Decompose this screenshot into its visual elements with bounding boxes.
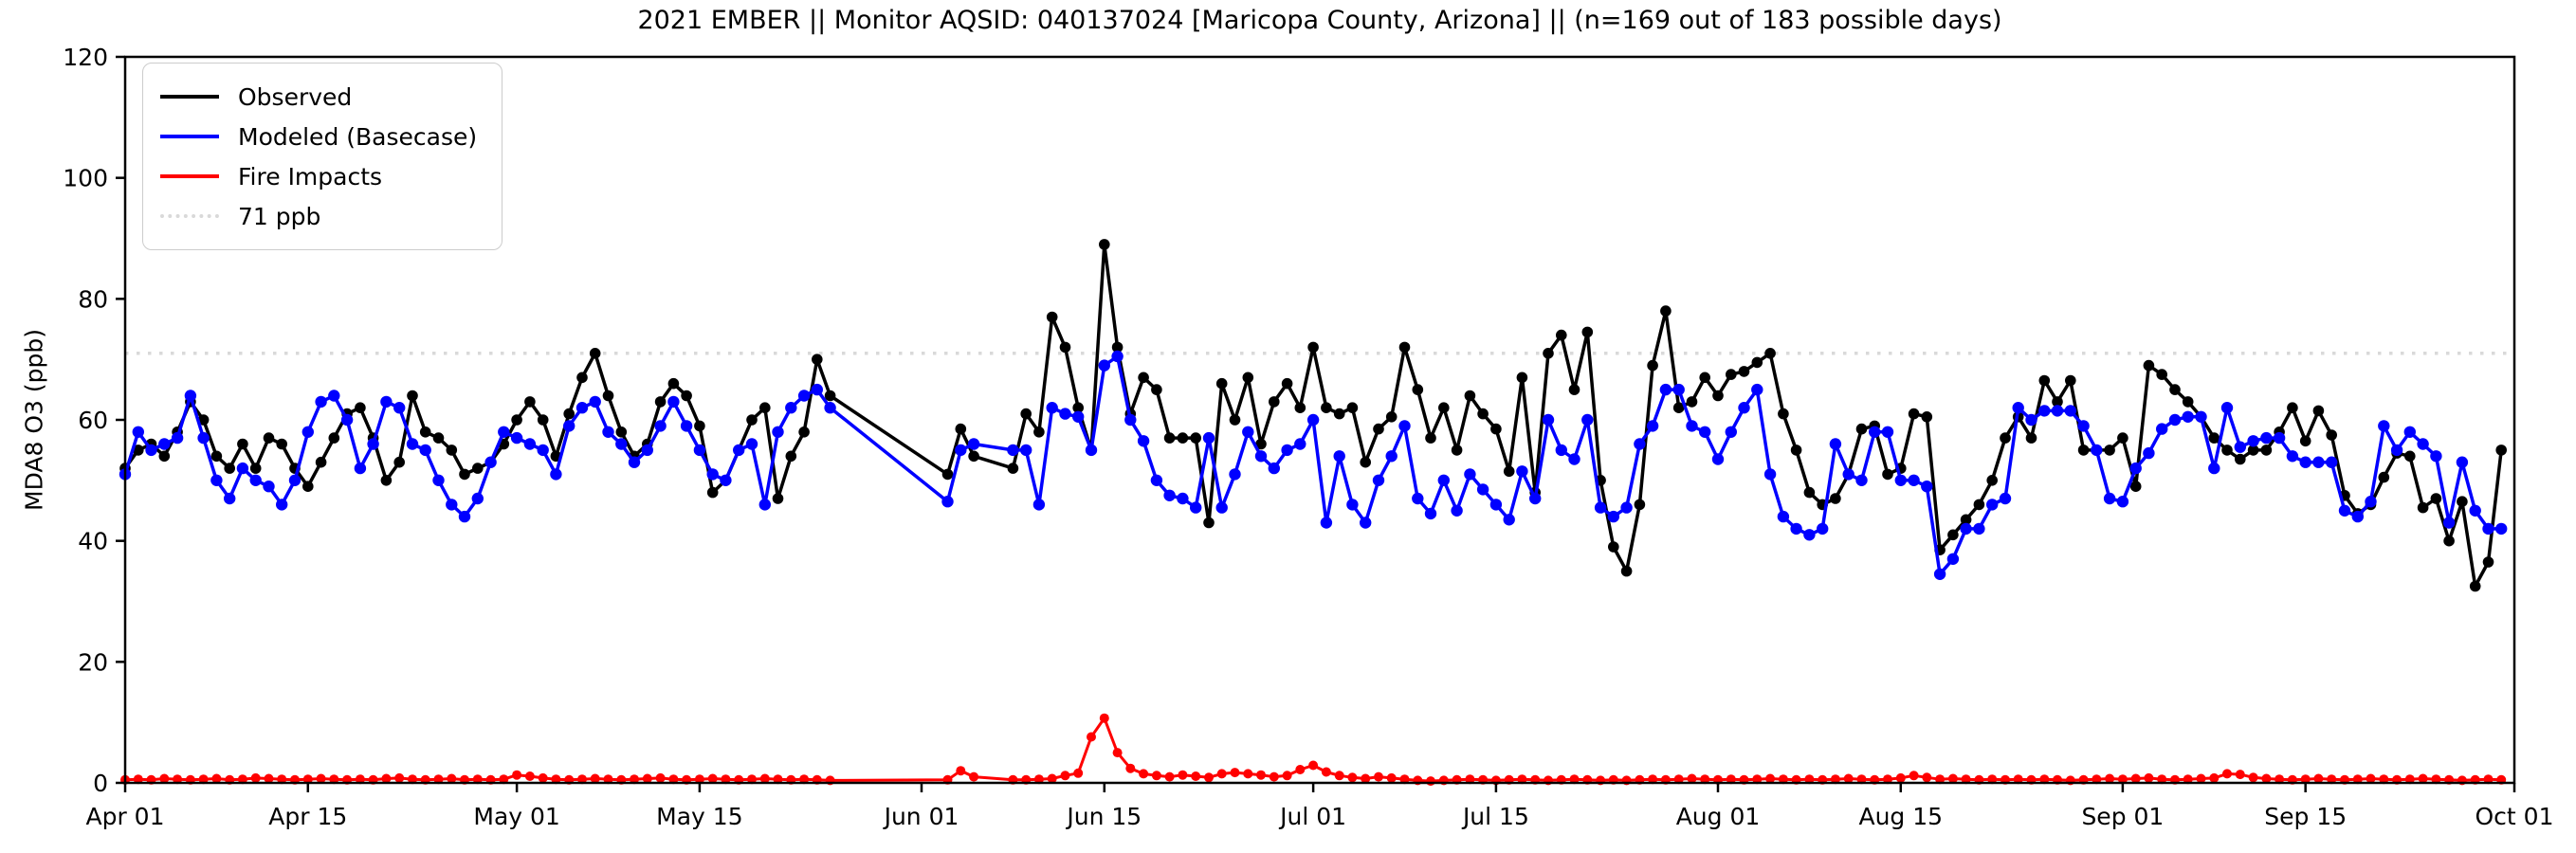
observed-line-swatch-icon [160,95,219,99]
legend-label-observed: Observed [238,82,353,111]
y-tick-label: 60 [78,407,108,434]
y-tick-label: 80 [78,285,108,313]
x-tick-label: Jul 01 [1278,803,1346,830]
legend: Observed Modeled (Basecase) Fire Impacts… [142,63,503,250]
x-tick-label: May 15 [656,803,742,830]
y-tick-label: 100 [63,165,108,192]
x-tick-label: Apr 01 [85,803,164,830]
x-tick-label: Oct 01 [2476,803,2554,830]
modeled-line-swatch-icon [160,135,219,138]
threshold-line-swatch-icon [160,214,219,218]
legend-label-fire: Fire Impacts [238,162,383,191]
x-tick-label: Apr 15 [268,803,347,830]
legend-item-fire: Fire Impacts [160,156,477,196]
y-tick-label: 20 [78,648,108,676]
y-tick-label: 40 [78,528,108,555]
legend-item-modeled: Modeled (Basecase) [160,117,477,156]
legend-item-threshold: 71 ppb [160,196,477,236]
series-line-2 [124,717,2502,783]
fire-line-swatch-icon [160,174,219,178]
x-tick-label: May 01 [473,803,559,830]
legend-label-modeled: Modeled (Basecase) [238,122,478,151]
legend-label-threshold: 71 ppb [238,202,321,230]
y-tick-label: 120 [63,44,108,71]
x-tick-label: Sep 15 [2264,803,2347,830]
x-tick-label: Aug 01 [1676,803,1761,830]
x-tick-label: Jun 15 [1065,803,1142,830]
x-tick-label: Sep 01 [2081,803,2164,830]
legend-item-observed: Observed [160,77,477,117]
x-tick-label: Jul 15 [1461,803,1529,830]
y-tick-label: 0 [93,770,108,797]
x-tick-label: Jun 01 [883,803,959,830]
x-tick-label: Aug 15 [1858,803,1943,830]
chart-title: 2021 EMBER || Monitor AQSID: 040137024 [… [637,6,2002,35]
